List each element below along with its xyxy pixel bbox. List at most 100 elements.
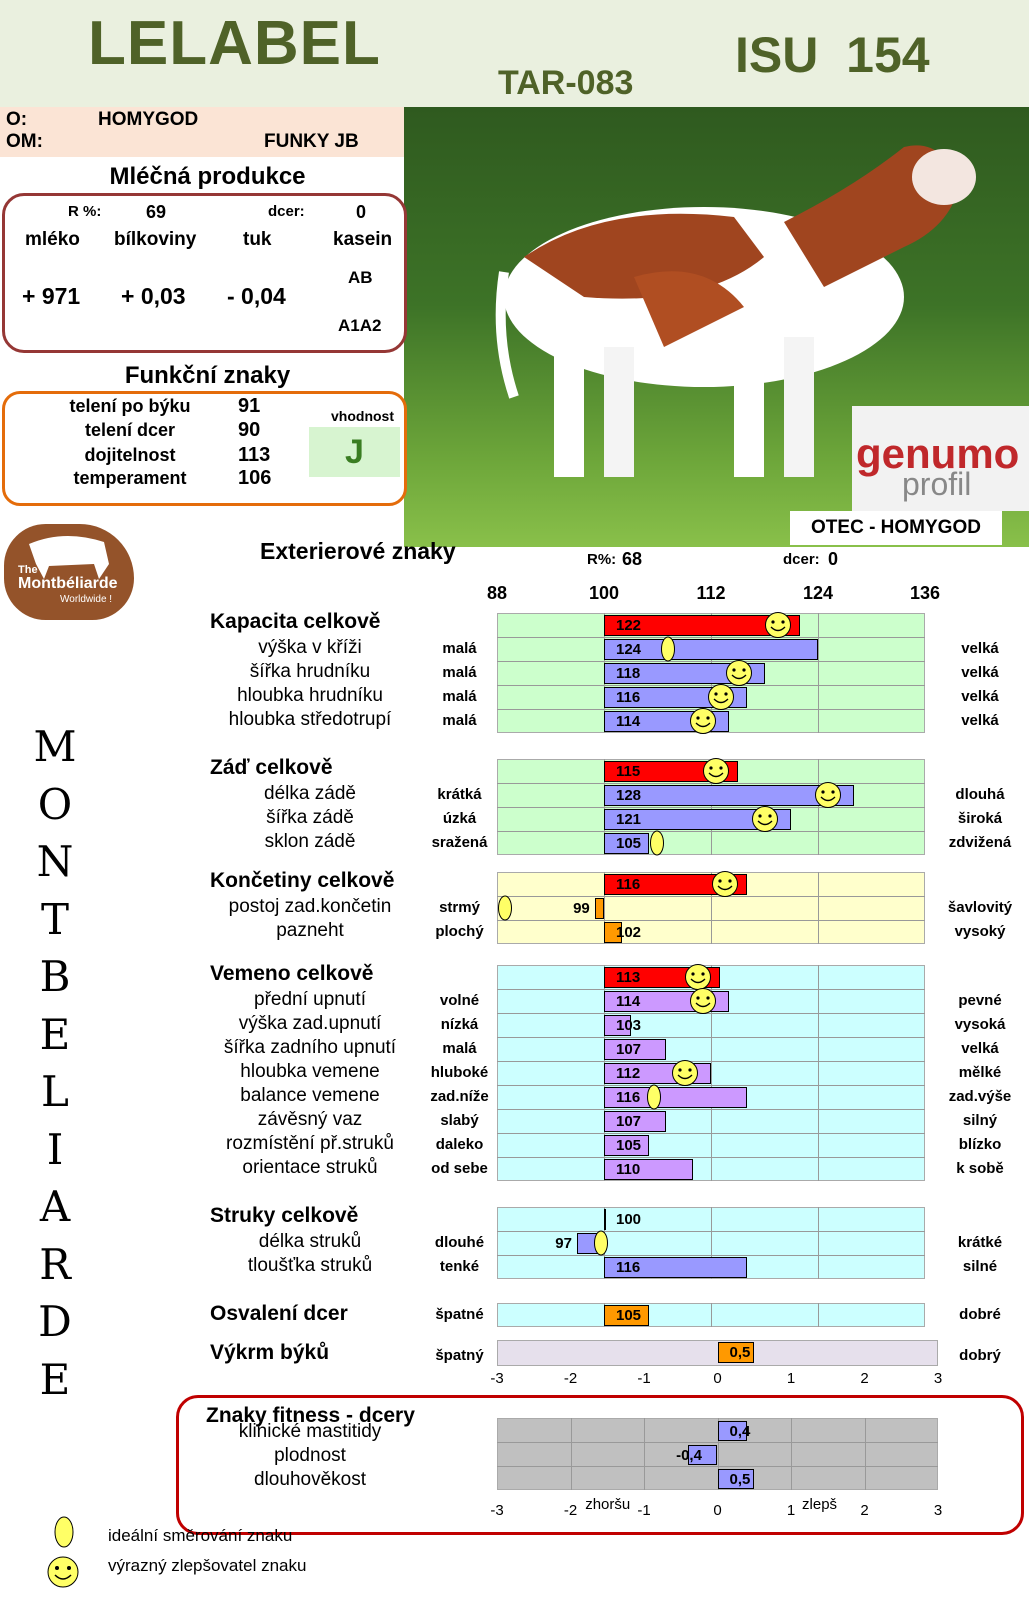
trait-label: hloubka vemene [240,1061,380,1082]
trait-left-pole: špatné [435,1306,484,1323]
trait-right-pole: zdvižená [948,834,1012,851]
trait-left-pole: úzká [442,810,477,827]
total-bar [604,1209,606,1230]
trait-label: délka zádě [264,783,356,804]
trait-right-pole: vysoký [954,923,1006,940]
sire-name: HOMYGOD [98,109,199,130]
trait-bar [604,809,792,830]
vykrm-tick: -1 [637,1370,651,1387]
gridline [497,1231,925,1232]
smiley-icon [706,683,736,716]
fitness-tick: 0 [713,1502,722,1519]
fitness-tick: 3 [933,1502,943,1519]
milk-r-value: 69 [146,202,167,222]
trait-right-pole: mělké [958,1064,1002,1081]
val-bilkoviny: + 0,03 [121,283,186,309]
vykrm-tick: -3 [490,1370,504,1387]
ext-r-value: 68 [622,549,643,569]
vertical-letter: E [39,1009,71,1059]
vykrm-tick: -2 [563,1370,578,1387]
trait-right-pole: dlouhá [955,786,1005,803]
vertical-letter: O [37,779,73,829]
functional-value: 90 [238,419,261,441]
trait-value: 114 [616,993,641,1010]
gridline [711,1207,712,1279]
gridline [711,965,712,1181]
vertical-letter: L [41,1067,69,1116]
fitness-tick: -1 [637,1502,651,1519]
trait-value: 107 [616,1041,642,1058]
gridline [711,872,712,944]
fitness-value: -0,4 [676,1447,702,1464]
gridline [497,896,925,897]
col-bilkoviny: bílkoviny [114,229,197,250]
legend-smiley-icon [45,1554,81,1595]
trait-right-pole: šavlovitý [947,899,1013,916]
scale-tick: 124 [802,583,834,603]
gridline [791,1418,792,1490]
gridline [604,872,605,944]
trait-bar [604,922,622,943]
vertical-letter: T [40,894,69,944]
trait-bar [604,833,649,854]
trait-left-pole: slabý [440,1112,479,1129]
smiley-icon [670,1059,700,1092]
val-mleko: + 971 [22,283,81,309]
trait-left-pole: plochý [435,923,484,940]
trait-left-pole: hluboké [430,1064,489,1081]
gridline [497,1061,925,1062]
trait-left-pole: malá [442,1040,477,1057]
fitness-bar [688,1445,718,1465]
gridline [497,637,925,638]
vykrm-tick: 3 [933,1370,943,1387]
logo-the: The [18,564,38,576]
trait-right-pole: k sobě [956,1160,1004,1177]
trait-bar [604,1015,631,1036]
gridline [497,1255,925,1256]
genumo-logo: genumo profil [852,406,1029,511]
scale-tick: 100 [588,583,620,603]
fitness-bar [717,1421,747,1441]
trait-right-pole: velká [961,712,999,729]
profil-word: profil [902,466,972,502]
fitness-label: klinické mastitidy [238,1421,382,1442]
total-value: 115 [616,763,641,780]
trait-left-pole: tenké [439,1258,480,1275]
gridline [497,1442,938,1443]
smiley-icon [683,963,713,996]
gridline [497,1466,938,1467]
fitness-title: Znaky fitness - dcery [206,1404,415,1427]
trait-label: tloušťka struků [247,1255,373,1276]
trait-value: 105 [616,1307,642,1324]
vykrm-right-pole: dobrý [959,1347,1001,1364]
montbeliarde-logo: The Montbéliarde Worldwide ! [4,524,134,620]
bull-code: TAR-083 [498,64,634,102]
logo-tagline: Worldwide ! [60,594,113,605]
milk-box [2,193,407,353]
trait-group-title: Vemeno celkově [210,962,374,985]
milk-r-label: R %: [68,203,102,220]
trait-right-pole: vysoká [954,1016,1006,1033]
scale-tick: 112 [696,583,726,603]
vhodnost-label: vhodnost [331,408,394,424]
functional-label: temperament [73,468,187,488]
fitness-label: plodnost [274,1445,346,1466]
trait-left-pole: krátká [437,786,482,803]
gridline [818,1303,819,1327]
ext-dcer-label: dcer: [783,551,820,568]
trait-label: pazneht [276,920,344,941]
gridline [711,1303,712,1327]
trait-right-pole: silný [962,1112,998,1129]
kasein-2: A1A2 [338,316,382,335]
trait-left-pole: od sebe [431,1160,488,1177]
vhodnost-value: J [309,427,400,477]
trait-bar [604,1111,667,1132]
ext-dcer-value: 0 [828,549,839,569]
trait-bar [604,1305,649,1326]
trait-bar [595,898,604,919]
total-value: 122 [616,617,642,634]
trait-value: 124 [616,641,642,658]
vykrm-tick: 2 [860,1370,869,1387]
bull-photo [404,107,1029,547]
fitness-label: dlouhověkost [254,1469,366,1490]
